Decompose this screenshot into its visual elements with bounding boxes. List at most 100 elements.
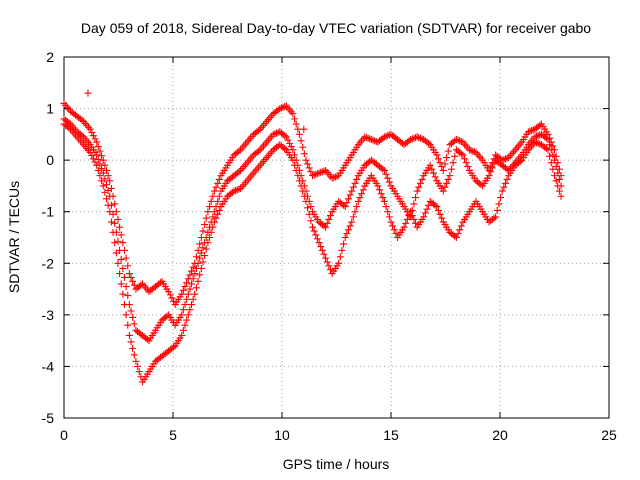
data-point [430, 169, 438, 177]
data-point [454, 136, 462, 144]
data-point [178, 290, 186, 298]
data-point [120, 273, 128, 281]
data-point [94, 166, 102, 174]
data-point [456, 226, 464, 234]
data-point [407, 208, 415, 216]
data-point [315, 169, 323, 177]
data-point [124, 292, 132, 300]
data-point [421, 209, 429, 217]
data-point [344, 195, 352, 203]
data-point [469, 147, 477, 155]
data-point [331, 173, 339, 181]
data-point [297, 137, 305, 145]
data-point [300, 150, 308, 158]
plot-area-border [63, 56, 610, 419]
data-point [313, 235, 321, 243]
data-point [307, 168, 315, 176]
data-point [189, 295, 197, 303]
data-point [289, 156, 297, 164]
data-point [467, 146, 475, 154]
data-point [412, 194, 420, 202]
data-point [500, 155, 508, 163]
data-point [119, 239, 127, 247]
data-point [536, 131, 544, 139]
data-point [186, 271, 194, 279]
data-point [415, 134, 423, 142]
data-point [436, 210, 444, 218]
y-tick-label: -5 [42, 410, 55, 426]
data-point [134, 362, 142, 370]
data-point [127, 273, 135, 281]
data-point [351, 179, 359, 187]
data-point [294, 172, 302, 180]
data-point [487, 168, 495, 176]
data-point [452, 234, 460, 241]
data-point [130, 320, 138, 328]
data-point [547, 159, 555, 167]
data-point [552, 177, 560, 185]
data-point [465, 146, 473, 154]
data-point [384, 208, 392, 216]
data-point [99, 182, 107, 190]
data-point [439, 187, 447, 195]
data-point [546, 141, 554, 149]
data-point [436, 159, 444, 167]
data-point [91, 158, 99, 166]
data-point [379, 194, 387, 202]
data-point [129, 344, 137, 352]
y-tick-label: 2 [46, 49, 54, 65]
data-point [86, 148, 94, 156]
data-point [104, 201, 112, 209]
y-tick-label: -2 [42, 255, 55, 271]
data-point [103, 181, 111, 189]
data-point [531, 138, 539, 146]
data-point [380, 166, 388, 174]
data-point [372, 137, 380, 145]
data-point [416, 134, 424, 142]
data-point [119, 290, 127, 298]
data-point [325, 262, 333, 270]
data-point [312, 231, 320, 239]
data-point [335, 259, 343, 267]
y-tick-label: -4 [42, 358, 55, 374]
data-point [330, 174, 338, 182]
data-point [281, 103, 289, 111]
data-point [215, 192, 223, 200]
data-point [526, 127, 534, 135]
data-point [93, 138, 101, 146]
data-point [444, 175, 452, 183]
data-point [181, 301, 189, 309]
data-point [542, 145, 550, 153]
data-point [88, 152, 96, 160]
data-point [310, 227, 318, 235]
data-point [349, 213, 357, 221]
data-point [309, 172, 317, 180]
data-point [96, 172, 104, 180]
data-point [129, 313, 137, 321]
data-point [380, 133, 388, 141]
x-tick-label: 0 [60, 427, 68, 443]
data-point [209, 213, 217, 221]
data-point [333, 172, 341, 180]
data-point [107, 218, 115, 226]
data-point [255, 126, 263, 134]
data-point [416, 179, 424, 187]
data-point [304, 204, 312, 212]
data-point [212, 183, 220, 191]
data-point [318, 246, 326, 254]
data-point [488, 164, 496, 172]
data-point [385, 178, 393, 186]
data-point [165, 288, 173, 296]
data-point [230, 187, 238, 195]
data-point [103, 195, 111, 203]
data-point [209, 223, 217, 231]
data-point [98, 177, 106, 185]
data-point [528, 126, 536, 134]
data-point [554, 182, 562, 190]
x-tick-label: 15 [383, 427, 399, 443]
data-point-outlier [300, 125, 308, 133]
data-point [503, 165, 511, 173]
data-point [214, 197, 222, 205]
data-point [178, 331, 186, 339]
